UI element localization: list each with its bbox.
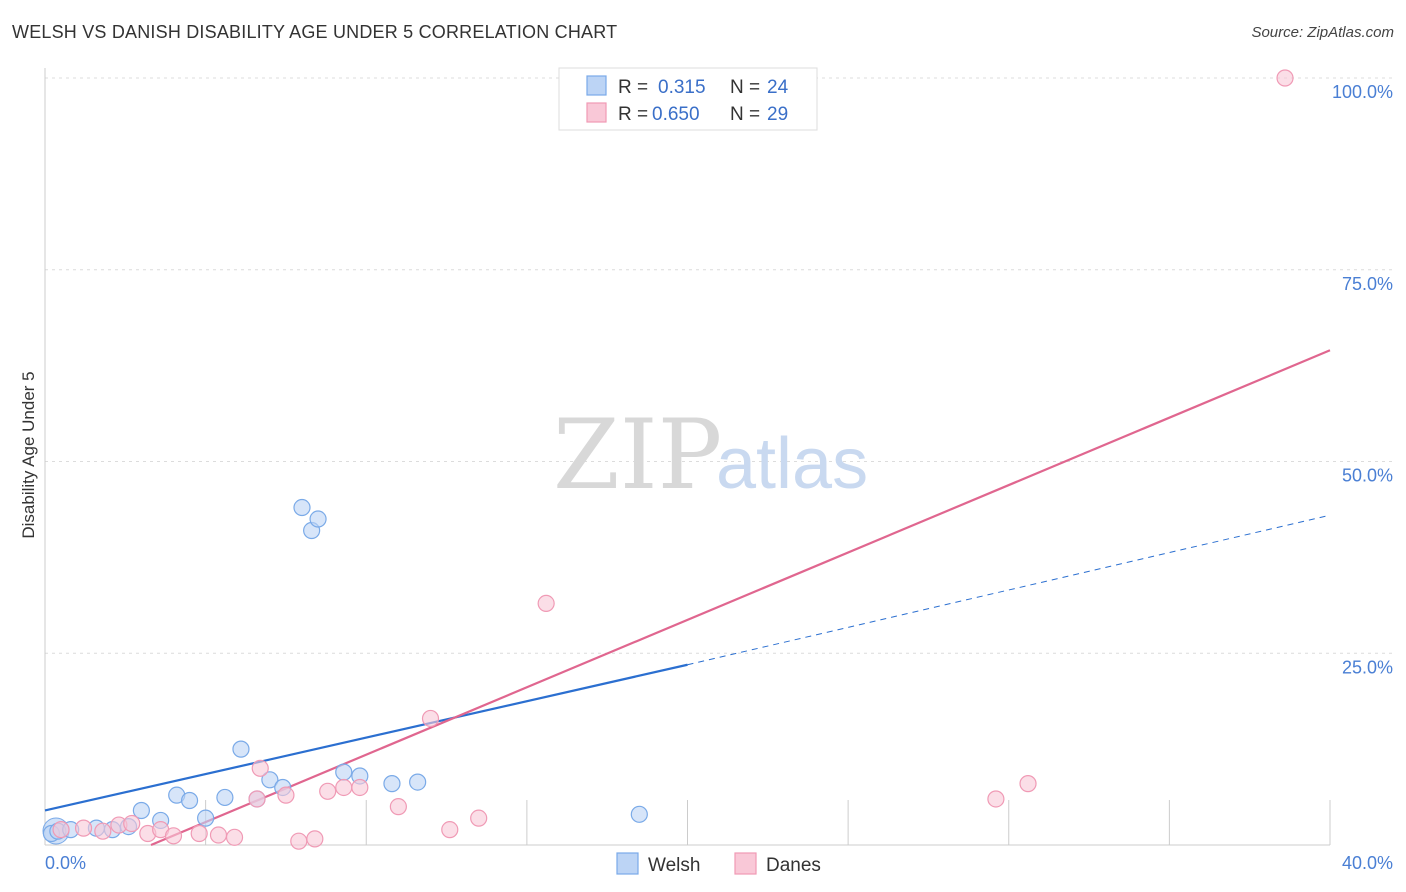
bottom-legend-welsh: Welsh [648,855,700,876]
legend-welsh-n-value: 24 [767,77,789,98]
axes [44,68,1331,846]
point-welsh-23 [630,805,648,823]
point-danes-20 [421,709,440,728]
point-danes-7 [164,827,183,845]
point-danes-21 [441,821,459,839]
point-danes-18 [351,778,369,797]
point-welsh-16 [293,498,311,517]
trendline-welsh [44,663,688,812]
point-danes-27 [1276,69,1294,87]
y-tick-label-3: 100.0% [1332,82,1393,102]
bottom-legend: Welsh Danes [616,852,821,876]
point-danes-12 [251,759,269,777]
legend: R = 0.315 N = 24 R = 0.650 N = 29 [558,67,818,131]
point-danes-13 [277,786,295,804]
point-danes-14 [290,832,308,850]
legend-welsh-n-label: N = [730,77,760,98]
watermark-atlas: atlas [716,424,868,504]
legend-swatch-welsh [586,75,607,96]
gridlines [45,77,1395,654]
bottom-legend-swatch-welsh [616,852,639,875]
watermark: ZIP atlas [553,399,868,511]
legend-welsh-r-value: 0.315 [658,77,706,98]
trendlines [44,349,1331,847]
point-danes-8 [190,824,208,843]
point-welsh-21 [383,775,401,793]
point-danes-9 [209,826,228,844]
point-welsh-6 [132,801,150,820]
legend-welsh-r-label: R = [618,77,648,98]
legend-danes-n-label: N = [730,104,760,125]
point-danes-15 [306,830,324,848]
legend-swatch-danes [586,102,607,123]
legend-danes-r-value: 0.650 [652,104,700,125]
point-welsh-12 [232,740,250,758]
y-tick-label-1: 50.0% [1342,466,1393,486]
point-welsh-10 [197,809,215,827]
point-welsh-18 [309,510,327,528]
legend-danes-n-value: 29 [767,104,788,125]
point-danes-4 [123,814,141,833]
y-tick-label-0: 25.0% [1342,657,1393,677]
point-welsh-11 [216,788,234,807]
point-danes-19 [389,798,407,816]
x-tick-label-0: 0.0% [45,853,86,873]
point-welsh-9 [180,791,199,810]
y-tick-label-2: 75.0% [1342,274,1393,294]
watermark-zip: ZIP [553,399,722,511]
trendline-danes [150,349,1331,847]
y-axis-label: Disability Age Under 5 [19,371,38,538]
data-points [42,69,1294,850]
point-welsh-19 [335,763,353,781]
point-danes-1 [74,819,93,837]
point-danes-26 [1019,775,1037,793]
point-danes-11 [248,790,266,808]
chart-title: WELSH VS DANISH DISABILITY AGE UNDER 5 C… [12,22,618,42]
point-danes-0 [52,821,70,839]
source-label: Source: ZipAtlas.com [1251,24,1394,41]
point-danes-10 [225,828,244,846]
legend-danes-r-label: R = [618,104,648,125]
point-danes-17 [335,778,353,797]
trendline-extension-welsh [687,514,1331,666]
point-danes-2 [94,822,112,840]
x-tick-labels: 0.0% 40.0% [45,853,1393,873]
bottom-legend-swatch-danes [734,852,757,875]
point-danes-23 [537,594,555,612]
point-danes-16 [319,782,337,800]
point-welsh-14 [261,771,279,789]
bottom-legend-danes: Danes [766,855,821,876]
y-tick-labels: 25.0% 50.0% 75.0% 100.0% [1332,82,1393,677]
point-danes-25 [987,790,1005,808]
point-danes-22 [470,809,488,827]
point-welsh-22 [409,773,427,791]
x-tick-label-1: 40.0% [1342,853,1393,873]
